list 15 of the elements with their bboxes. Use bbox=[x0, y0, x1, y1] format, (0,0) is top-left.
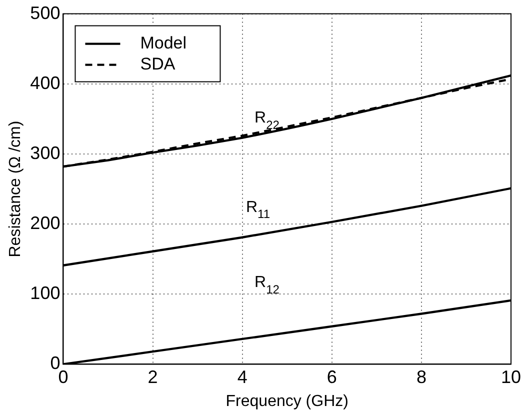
y-tick-label: 500 bbox=[30, 2, 60, 23]
x-tick-label: 2 bbox=[148, 366, 158, 387]
x-axis-title: Frequency (GHz) bbox=[226, 392, 348, 410]
x-tick-label: 10 bbox=[500, 366, 522, 387]
y-tick-label: 400 bbox=[30, 72, 60, 93]
y-tick-label: 0 bbox=[50, 353, 60, 374]
legend-label: Model bbox=[140, 33, 187, 52]
x-tick-label: 8 bbox=[416, 366, 426, 387]
x-tick-label: 4 bbox=[237, 366, 248, 387]
y-tick-label: 100 bbox=[30, 283, 60, 304]
y-tick-label: 200 bbox=[30, 213, 60, 234]
x-tick-label: 6 bbox=[326, 366, 337, 387]
legend-label: SDA bbox=[140, 54, 176, 74]
y-tick-label: 300 bbox=[30, 142, 60, 163]
y-axis-title: Resistance (Ω /cm) bbox=[7, 120, 24, 258]
